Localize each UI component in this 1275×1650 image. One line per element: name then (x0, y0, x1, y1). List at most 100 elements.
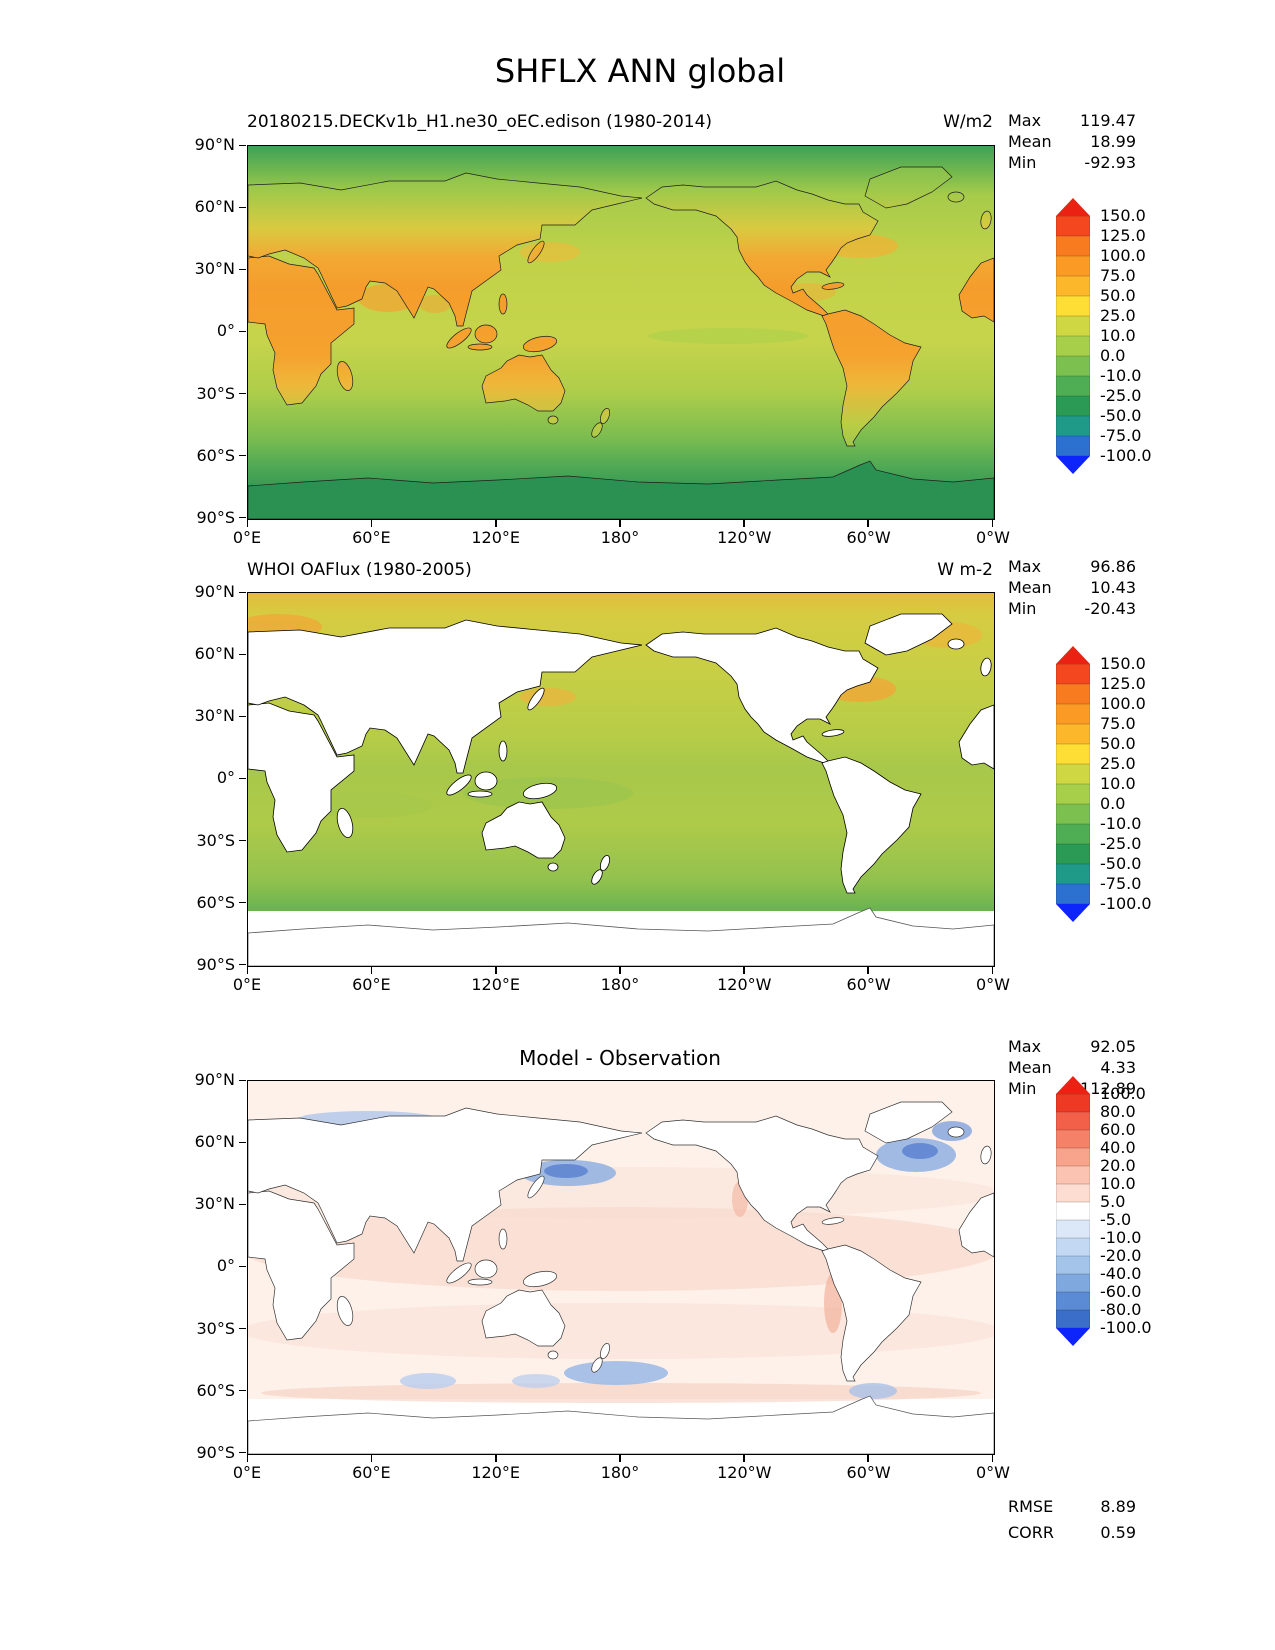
lon-tick (371, 520, 373, 527)
stat-row: Mean 4.33 (1008, 1057, 1136, 1078)
colorbar-segment (1056, 704, 1090, 724)
colorbar-tick-label: -100.0 (1100, 894, 1152, 913)
stat-row: Min -20.43 (1008, 598, 1136, 619)
stat-value: 119.47 (1080, 111, 1136, 130)
panel1-title: 20180215.DECKv1b_H1.ne30_oEC.edison (198… (247, 112, 713, 132)
colorbar-tick-label: -50.0 (1100, 406, 1142, 425)
lat-tick-label: 30°N (194, 1194, 235, 1214)
stat-label: Min (1008, 153, 1037, 172)
colorbar-extend-top (1056, 198, 1090, 216)
colorbar-segment (1056, 296, 1090, 316)
colorbar-segment (1056, 864, 1090, 884)
colorbar-segment (1056, 804, 1090, 824)
lat-tick-label: 60°N (194, 197, 235, 217)
colorbar-tick-label: -60.0 (1100, 1282, 1142, 1301)
colorbar-segment (1056, 1184, 1090, 1202)
colorbar-segment (1056, 1310, 1090, 1328)
colorbar-tick-label: -75.0 (1100, 874, 1142, 893)
colorbar-segment (1056, 376, 1090, 396)
lon-tick (495, 1455, 497, 1462)
colorbar-tick-label: 10.0 (1100, 1174, 1136, 1193)
stat-label: Mean (1008, 132, 1052, 151)
colorbar-tick-label: 0.0 (1100, 794, 1126, 813)
lon-tick (495, 967, 497, 974)
panel1-colorbar-labels: 150.0 125.0 100.0 75.0 50.0 25.0 10.0 0.0 -10.0-… (1100, 207, 1152, 465)
colorbar-segment (1056, 1238, 1090, 1256)
stat-label: Max (1008, 111, 1042, 130)
lon-tick (371, 1455, 373, 1462)
lat-tick-label: 0° (216, 1256, 235, 1276)
lon-tick-label: 0°E (232, 1463, 262, 1482)
lat-tick (239, 1080, 246, 1082)
panel1-lat-labels: 90°N 60°N 30°N 0° 30°S 60°S 90°S (151, 136, 235, 527)
colorbar-segment (1056, 784, 1090, 804)
stat-value: 0.59 (1100, 1523, 1136, 1542)
panel2-lon-labels: 0°E 60°E 120°E 180° 120°W 60°W 0°W (217, 976, 1023, 994)
stat-row: Mean 10.43 (1008, 577, 1136, 598)
lon-tick-label: 0°W (975, 528, 1010, 547)
stat-value: -92.93 (1084, 153, 1136, 172)
lon-tick-label: 120°W (717, 975, 772, 994)
stat-label: CORR (1008, 1523, 1054, 1542)
lat-tick-label: 30°N (194, 259, 235, 279)
lon-tick (867, 1455, 869, 1462)
colorbar-segment (1056, 664, 1090, 684)
colorbar-tick-label: 50.0 (1100, 286, 1136, 305)
panel1-colorbar (1056, 198, 1090, 474)
lon-tick-label: 60°W (846, 1463, 891, 1482)
colorbar-segment (1056, 1166, 1090, 1184)
lon-tick-label: 0°W (975, 1463, 1010, 1482)
panel3-title: Model - Observation (519, 1046, 721, 1070)
colorbar-segment (1056, 684, 1090, 704)
panel1-map-frame (247, 145, 995, 520)
lat-tick-label: 90°S (196, 1442, 235, 1462)
stat-value: 10.43 (1090, 578, 1136, 597)
stat-value: 4.33 (1100, 1058, 1136, 1077)
colorbar-tick-label: -100.0 (1100, 1318, 1152, 1337)
lat-tick (239, 1141, 246, 1144)
lat-tick (239, 839, 246, 842)
colorbar-tick-label: -40.0 (1100, 1264, 1142, 1283)
panel2-units: W m-2 (937, 560, 993, 580)
lat-tick-label: 90°N (194, 582, 235, 601)
stat-row: Min -92.93 (1008, 152, 1136, 173)
lon-tick (619, 1455, 621, 1462)
lon-tick-label: 60°E (352, 1463, 391, 1482)
stat-row: Max 92.05 (1008, 1036, 1136, 1057)
colorbar-tick-label: -75.0 (1100, 426, 1142, 445)
colorbar-segment (1056, 1220, 1090, 1238)
stat-value: 18.99 (1090, 132, 1136, 151)
colorbar-tick-label: 50.0 (1100, 734, 1136, 753)
panel3-stats: Max 92.05 Mean 4.33 Min -112.89 (1008, 1036, 1136, 1099)
colorbar-segment (1056, 396, 1090, 416)
lon-tick (247, 520, 249, 527)
colorbar-tick-label: 100.0 (1100, 694, 1146, 713)
lon-tick-label: 180° (600, 1463, 640, 1482)
colorbar-segment (1056, 236, 1090, 256)
lat-tick (239, 777, 246, 780)
colorbar-tick-label: 100.0 (1100, 246, 1146, 265)
lat-tick (239, 715, 246, 718)
colorbar-segment (1056, 764, 1090, 784)
panel1-lat-ticks (239, 145, 246, 518)
panel3-colorbar (1056, 1076, 1090, 1346)
colorbar-tick-label: -10.0 (1100, 366, 1142, 385)
lon-tick (991, 520, 993, 527)
colorbar-segment (1056, 216, 1090, 236)
lon-tick (743, 967, 745, 974)
observation-map (248, 593, 994, 966)
lon-tick (619, 967, 621, 974)
lon-tick-label: 180° (600, 975, 640, 994)
panel3-lon-labels: 0°E 60°E 120°E 180° 120°W 60°W 0°W (217, 1464, 1023, 1482)
colorbar-segment (1056, 1256, 1090, 1274)
colorbar-segment (1056, 744, 1090, 764)
lon-tick-label: 120°W (717, 528, 772, 547)
lat-tick (239, 901, 246, 903)
difference-map (248, 1081, 994, 1454)
colorbar-segment (1056, 1202, 1090, 1220)
colorbar-tick-label: 80.0 (1100, 1102, 1136, 1121)
colorbar-segment (1056, 1130, 1090, 1148)
colorbar-tick-label: -10.0 (1100, 1228, 1142, 1247)
lat-tick-label: 0° (216, 768, 235, 788)
